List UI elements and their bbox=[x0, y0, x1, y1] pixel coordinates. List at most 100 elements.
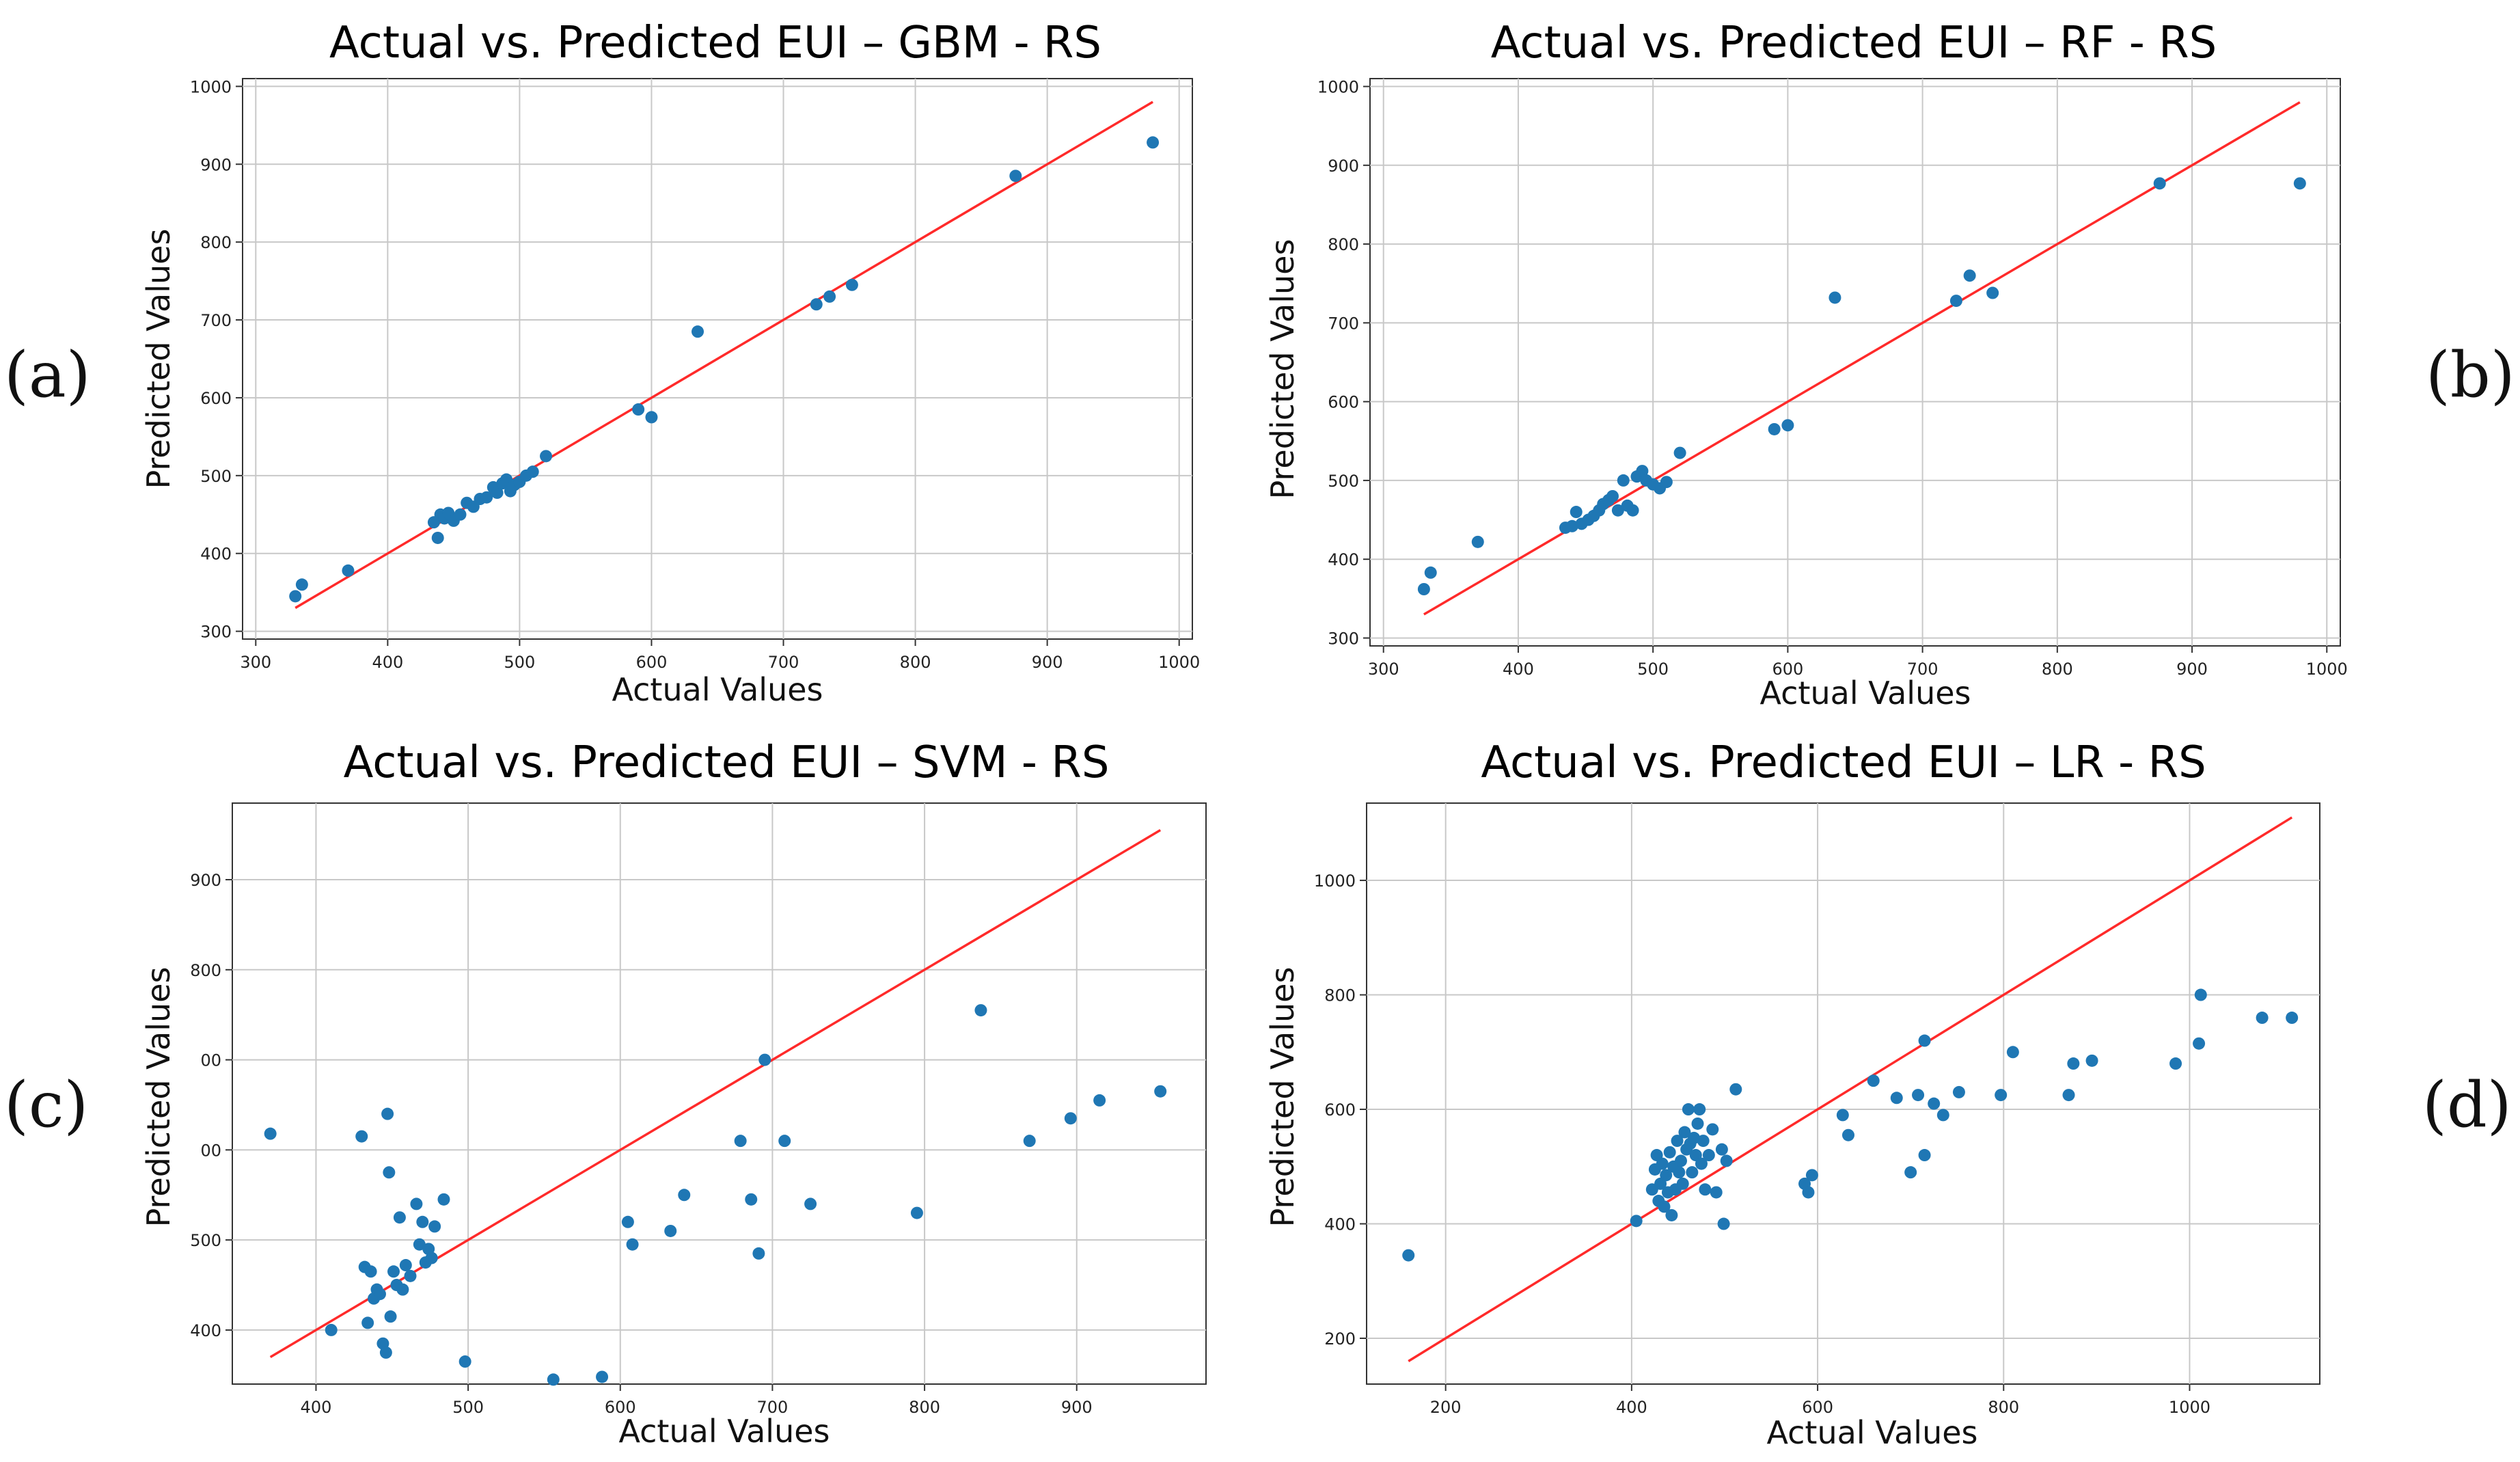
y-tick-label: 800 bbox=[200, 233, 232, 252]
chart-title: Actual vs. Predicted EUI – GBM - RS bbox=[329, 18, 1101, 68]
y-tick-label: 800 bbox=[1324, 986, 1356, 1005]
x-tick-labels: 300 400 500 600 700 800 900 1000 bbox=[240, 639, 1200, 672]
data-point bbox=[364, 1265, 377, 1278]
data-point bbox=[1986, 286, 1999, 299]
data-point bbox=[1695, 1157, 1708, 1170]
data-point bbox=[1611, 504, 1624, 517]
y-tick-label: 200 bbox=[1324, 1329, 1356, 1349]
data-point bbox=[1417, 583, 1430, 595]
data-point bbox=[1656, 1157, 1669, 1170]
data-point bbox=[2067, 1057, 2080, 1070]
data-point bbox=[1009, 170, 1022, 182]
x-tick-label: 600 bbox=[1802, 1398, 1833, 1417]
data-point bbox=[431, 531, 444, 544]
data-point bbox=[1720, 1154, 1733, 1167]
data-point bbox=[626, 1238, 639, 1251]
y-tick-label: 900 bbox=[190, 871, 221, 890]
data-point bbox=[396, 1283, 409, 1296]
data-point bbox=[1658, 1200, 1671, 1213]
y-axis-label: Predicted Values bbox=[140, 229, 177, 489]
y-tick-label: 500 bbox=[1328, 472, 1359, 491]
data-point bbox=[1890, 1092, 1903, 1105]
data-point bbox=[1660, 1169, 1673, 1182]
data-point bbox=[2169, 1057, 2182, 1070]
x-tick-label: 600 bbox=[636, 653, 668, 672]
identity-line bbox=[269, 829, 1162, 1358]
data-point bbox=[379, 1346, 392, 1359]
data-point bbox=[758, 1053, 771, 1066]
y-tick-label: 00 bbox=[200, 1051, 221, 1070]
y-tick-labels: 200 400 600 800 1000 bbox=[1314, 871, 1367, 1349]
x-tick-label: 800 bbox=[900, 653, 931, 672]
data-points bbox=[1402, 988, 2299, 1262]
x-tick-label: 300 bbox=[1368, 660, 1399, 679]
data-point bbox=[1802, 1186, 1815, 1199]
data-point bbox=[1665, 1208, 1678, 1221]
data-point bbox=[2194, 988, 2207, 1001]
data-point bbox=[1636, 465, 1649, 478]
data-point bbox=[810, 298, 823, 311]
data-point bbox=[399, 1259, 412, 1272]
data-point bbox=[1691, 1117, 1704, 1130]
panel-label: (c) bbox=[4, 1068, 88, 1141]
y-tick-label: 800 bbox=[1328, 235, 1359, 254]
data-point bbox=[1904, 1166, 1917, 1179]
data-point bbox=[1729, 1083, 1742, 1096]
y-tick-label: 500 bbox=[200, 467, 232, 486]
data-point bbox=[1663, 1146, 1676, 1159]
data-point bbox=[342, 564, 355, 577]
x-tick-label: 800 bbox=[909, 1398, 940, 1417]
data-point bbox=[910, 1206, 923, 1219]
data-point bbox=[428, 1220, 441, 1233]
y-axis-label: Predicted Values bbox=[1264, 239, 1301, 500]
x-tick-label: 300 bbox=[240, 653, 271, 672]
panel-label: (d) bbox=[2422, 1068, 2512, 1141]
data-point bbox=[491, 486, 504, 499]
data-point bbox=[823, 290, 836, 303]
x-tick-label: 400 bbox=[1503, 660, 1534, 679]
data-point bbox=[845, 278, 858, 291]
chart-panel-lr: Actual vs. Predicted EUI – LR - RS 200 40… bbox=[1264, 737, 2512, 1451]
y-tick-label: 00 bbox=[200, 1141, 221, 1160]
data-point bbox=[1064, 1112, 1077, 1125]
data-point bbox=[2006, 1046, 2019, 1059]
data-point bbox=[325, 1323, 338, 1336]
plot-area bbox=[242, 78, 1193, 640]
data-point bbox=[1768, 422, 1781, 435]
data-point bbox=[2085, 1054, 2098, 1067]
data-point bbox=[2293, 177, 2306, 190]
data-point bbox=[264, 1127, 277, 1140]
data-point bbox=[1676, 1177, 1689, 1190]
y-tick-label: 400 bbox=[1324, 1215, 1356, 1234]
y-tick-label: 900 bbox=[1328, 157, 1359, 176]
data-point bbox=[596, 1370, 609, 1383]
chart-panel-gbm: Actual vs. Predicted EUI – GBM - RS 300 4… bbox=[4, 18, 1200, 708]
x-tick-label: 800 bbox=[1988, 1398, 2019, 1417]
data-point bbox=[1918, 1149, 1931, 1162]
x-tick-label: 400 bbox=[301, 1398, 332, 1417]
data-point bbox=[1805, 1169, 1818, 1182]
data-point bbox=[1867, 1074, 1880, 1087]
data-point bbox=[454, 508, 467, 521]
data-point bbox=[1699, 1183, 1712, 1196]
data-point bbox=[1147, 136, 1160, 149]
data-points bbox=[264, 1004, 1167, 1386]
identity-line-segment bbox=[1408, 816, 2293, 1362]
data-point bbox=[381, 1107, 394, 1120]
data-point bbox=[1781, 419, 1794, 432]
x-tick-label: 600 bbox=[605, 1398, 636, 1417]
x-tick-label: 200 bbox=[1430, 1398, 1462, 1417]
data-point bbox=[1671, 1135, 1684, 1148]
data-point bbox=[745, 1193, 758, 1206]
data-point bbox=[1936, 1109, 1949, 1122]
x-tick-label: 800 bbox=[2042, 660, 2073, 679]
data-point bbox=[1682, 1103, 1695, 1116]
x-tick-label: 600 bbox=[1772, 660, 1803, 679]
data-point bbox=[1702, 1149, 1715, 1162]
data-point bbox=[1918, 1034, 1931, 1047]
data-point bbox=[383, 1166, 396, 1179]
data-point bbox=[974, 1004, 987, 1017]
data-point bbox=[289, 590, 302, 603]
data-point bbox=[1697, 1135, 1710, 1148]
